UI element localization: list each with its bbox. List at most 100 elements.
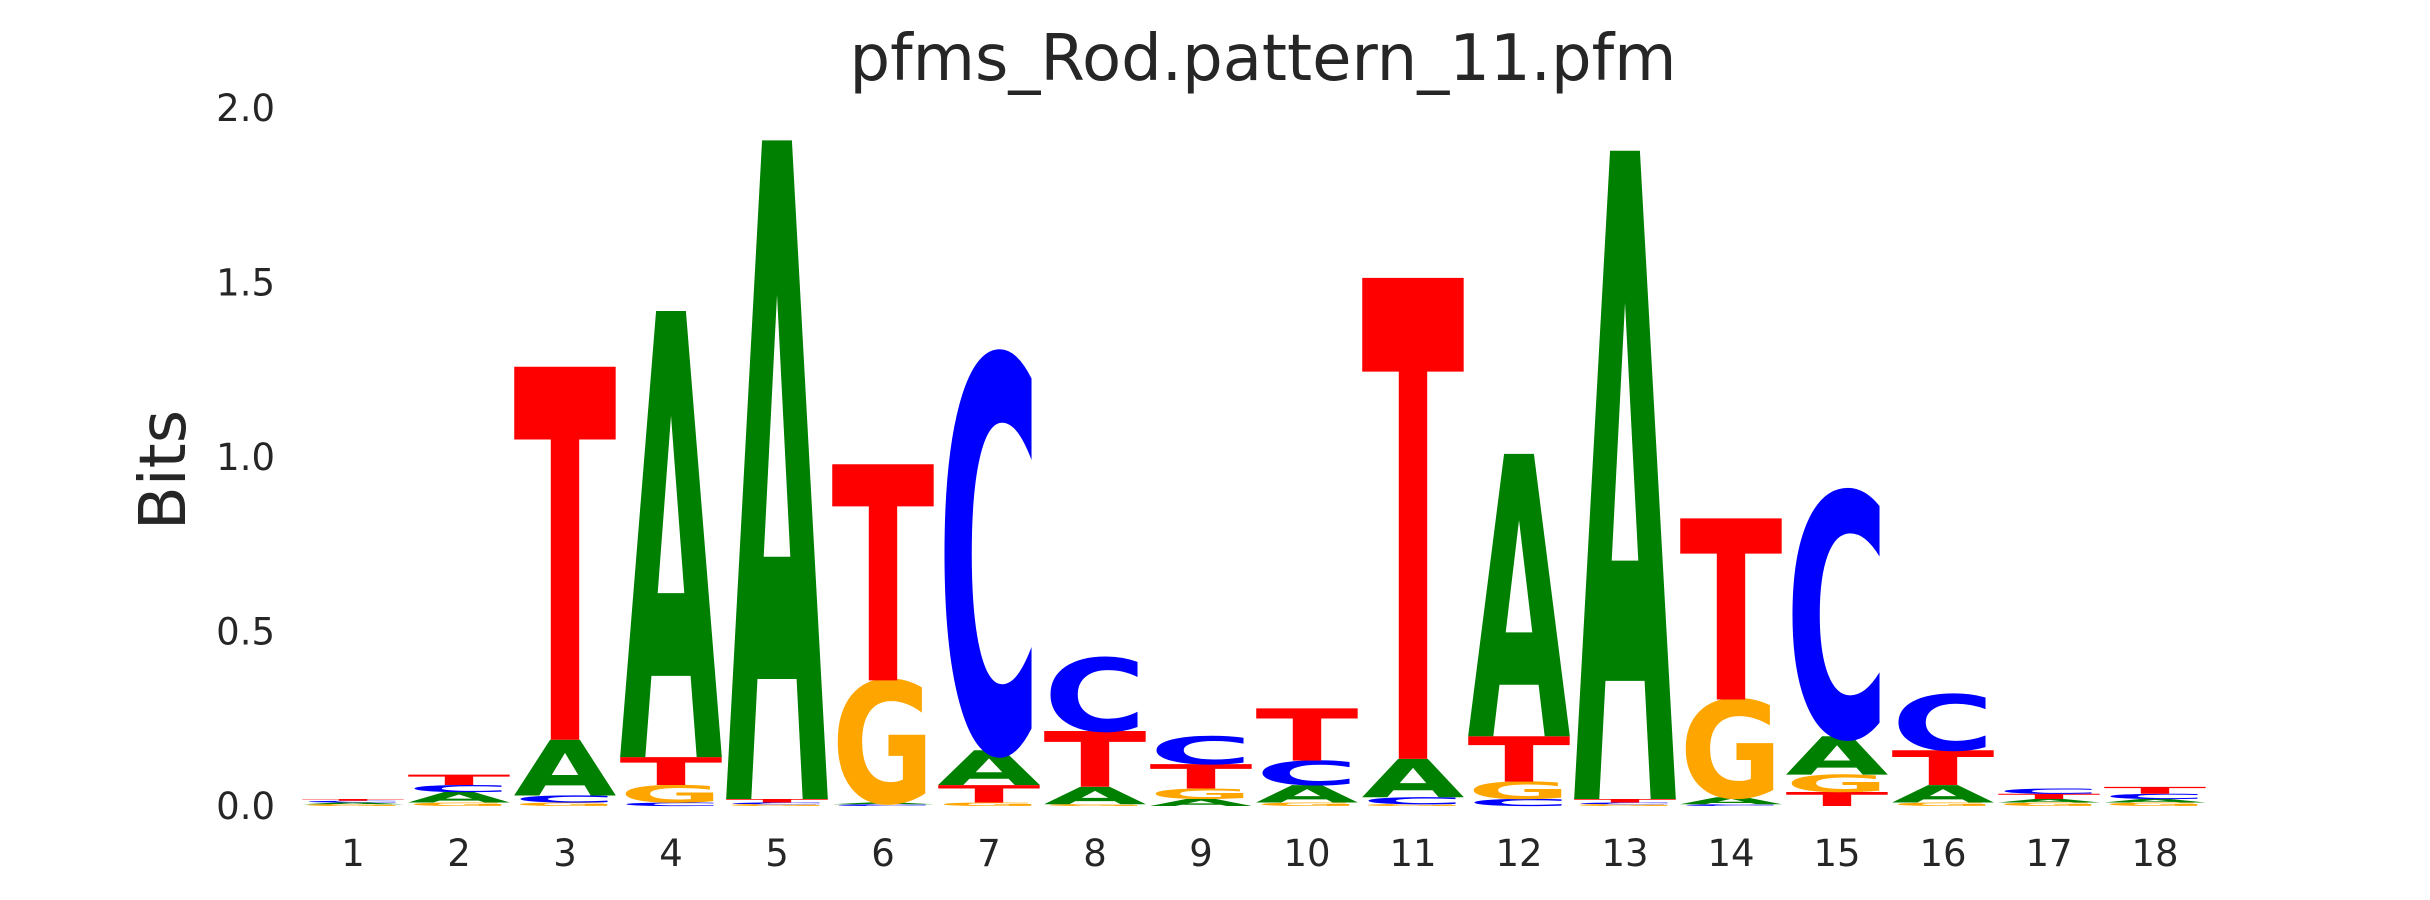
x-tick-label: 10 — [1283, 832, 1330, 875]
logo-glyph-g: G — [938, 802, 1041, 808]
x-tick-label: 15 — [1813, 832, 1860, 875]
logo-glyph-a: A — [832, 802, 935, 805]
logo-glyph-t: T — [1680, 469, 1783, 759]
logo-glyph-t: T — [408, 772, 511, 789]
logo-glyph-t: T — [1468, 725, 1571, 797]
x-tick-label: 9 — [1189, 832, 1213, 875]
x-tick-label: 18 — [2131, 832, 2178, 875]
logo-glyph-g: G — [1786, 770, 1889, 798]
logo-glyph-t: T — [1786, 788, 1889, 810]
logo-glyph-a: A — [1468, 378, 1572, 829]
logo-glyph-a: A — [1680, 795, 1783, 806]
chart-title: pfms_Rod.pattern_11.pfm — [850, 22, 1677, 96]
logo-glyph-c: C — [1150, 729, 1253, 773]
logo-glyph-t: T — [1150, 757, 1253, 796]
logo-glyph-g: G — [2104, 802, 2207, 808]
x-tick-label: 2 — [447, 832, 471, 875]
x-tick-label: 14 — [1707, 832, 1754, 875]
y-axis-label: Bits — [127, 410, 201, 530]
logo-glyph-c: C — [514, 794, 617, 805]
logo-glyph-t: T — [514, 265, 618, 860]
logo-glyph-t: T — [2104, 785, 2207, 796]
logo-glyph-c: C — [938, 251, 1041, 879]
x-tick-label: 1 — [341, 832, 365, 875]
logo-glyph-g: G — [1680, 673, 1783, 829]
logo-glyph-c: C — [1998, 787, 2101, 795]
y-axis-ticks: 0.0 0.5 1.0 1.5 2.0 — [216, 87, 275, 828]
logo-glyph-g: G — [1256, 802, 1359, 808]
logo-glyph-g: G — [408, 802, 511, 808]
logo-glyph-t: T — [302, 799, 405, 802]
logo-glyph-t: T — [620, 750, 723, 794]
logo-glyph-a: A — [1150, 797, 1253, 808]
logo-glyph-a: A — [1362, 748, 1465, 809]
logo-glyph-g: G — [1362, 804, 1465, 807]
x-tick-label: 3 — [553, 832, 577, 875]
logo-glyph-c: C — [620, 802, 723, 808]
logo-glyph-a: A — [1044, 782, 1147, 810]
logo-glyph-c: C — [408, 783, 511, 794]
logo-glyph-g: G — [514, 802, 617, 808]
x-tick-label: 4 — [659, 832, 683, 875]
logo-glyph-a: A — [1256, 780, 1359, 808]
logo-glyph-c: C — [1574, 802, 1677, 805]
logo-glyph-t: T — [726, 798, 829, 804]
logo-glyph-g: G — [1468, 777, 1571, 805]
logo-glyph-a: A — [1786, 726, 1889, 787]
y-tick-label: 0.5 — [216, 611, 275, 654]
logo-glyph-c: C — [1044, 638, 1147, 755]
logo-glyph-g: G — [1150, 786, 1253, 803]
logo-glyph-t: T — [938, 781, 1041, 809]
logo-glyph-a: A — [408, 789, 511, 806]
logo-glyph-c: C — [1256, 754, 1359, 793]
x-tick-label: 6 — [871, 832, 895, 875]
logo-glyph-g: G — [1998, 802, 2101, 808]
logo-glyph-c: C — [302, 800, 405, 803]
x-tick-label: 17 — [2025, 832, 2072, 875]
logo-glyph-c: C — [726, 802, 829, 805]
y-tick-label: 2.0 — [216, 87, 275, 130]
logo-glyph-g: G — [1892, 802, 1995, 808]
logo-glyph-t: T — [1892, 741, 1995, 796]
logo-glyph-c: C — [1786, 426, 1889, 816]
y-tick-label: 0.0 — [216, 785, 275, 828]
logo-glyph-g: G — [726, 804, 829, 807]
logo-glyph-a: A — [620, 191, 724, 900]
logo-glyph-t: T — [1256, 694, 1359, 778]
logo-glyph-c: C — [2104, 792, 2207, 800]
x-tick-label: 16 — [1919, 832, 1966, 875]
logo-glyph-t: T — [1044, 717, 1147, 806]
logo-glyph-a: A — [938, 741, 1041, 797]
logo-glyph-a: A — [302, 802, 405, 805]
x-tick-label: 11 — [1389, 832, 1436, 875]
logo-glyph-c: C — [1680, 804, 1783, 807]
logo-glyph-g: G — [302, 804, 405, 807]
y-tick-label: 1.5 — [216, 262, 275, 305]
logo-glyph-t: T — [1998, 792, 2101, 800]
logo-glyph-a: A — [1998, 798, 2101, 804]
logo-glyph-a: A — [726, 0, 830, 900]
x-axis-ticks: 1 2 3 4 5 6 7 8 9 10 11 12 13 14 15 16 17 18 — [341, 832, 2178, 875]
x-tick-label: 13 — [1601, 832, 1648, 875]
logo-glyph-a: A — [2104, 798, 2207, 804]
logo-glyph-g: G — [1044, 804, 1147, 807]
x-tick-label: 5 — [765, 832, 789, 875]
logo-glyph-c: C — [1892, 679, 1995, 768]
y-tick-label: 1.0 — [216, 436, 275, 479]
logo-glyph-t: T — [1362, 147, 1466, 900]
logo-glyph-t: T — [832, 407, 935, 751]
logo-glyph-t: T — [1574, 798, 1677, 804]
x-tick-label: 12 — [1495, 832, 1542, 875]
x-tick-label: 7 — [977, 832, 1001, 875]
logo-glyph-a: A — [1892, 780, 1995, 808]
x-tick-label: 8 — [1083, 832, 1107, 875]
logo-glyph-a: A — [514, 724, 617, 814]
logo-glyph-c: C — [832, 804, 935, 807]
logo-glyph-a: A — [1574, 0, 1678, 900]
logo-glyph-g: G — [832, 647, 935, 842]
logo-glyph-c: C — [1468, 797, 1571, 808]
logo-glyph-g: G — [1574, 804, 1677, 807]
logo-glyph-c: C — [1362, 796, 1465, 807]
